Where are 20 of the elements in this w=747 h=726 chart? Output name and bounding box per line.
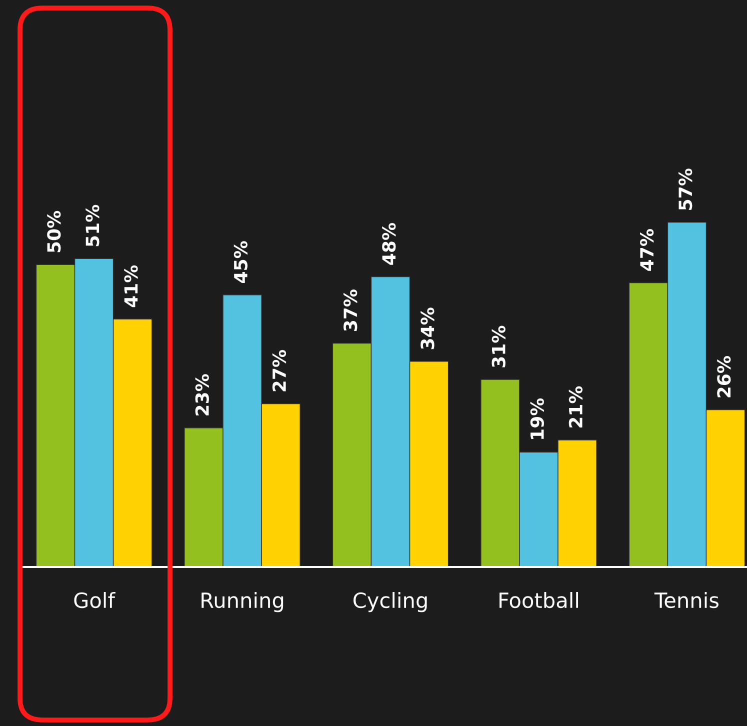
data-label: 27%: [272, 350, 286, 392]
data-label: 23%: [195, 374, 209, 416]
data-label: 51%: [86, 204, 100, 246]
data-label: 37%: [344, 290, 358, 331]
data-label: 41%: [124, 265, 138, 308]
x-tick-label: Tennis: [654, 592, 718, 608]
x-tick-label: Cycling: [354, 592, 427, 612]
x-tick-label: Golf: [74, 592, 116, 608]
x-tick-label: Running: [202, 592, 284, 612]
data-label: 57%: [678, 168, 692, 210]
data-label: 21%: [568, 386, 583, 428]
data-label: 45%: [234, 241, 248, 283]
data-label: 47%: [640, 229, 654, 271]
data-label: 48%: [382, 222, 396, 265]
data-label: 26%: [717, 356, 731, 398]
data-label: 31%: [492, 326, 506, 368]
x-tick-label: Football: [500, 592, 578, 608]
data-label: 50%: [47, 210, 61, 252]
data-label: 34%: [420, 308, 434, 350]
data-label: 19%: [530, 398, 544, 439]
